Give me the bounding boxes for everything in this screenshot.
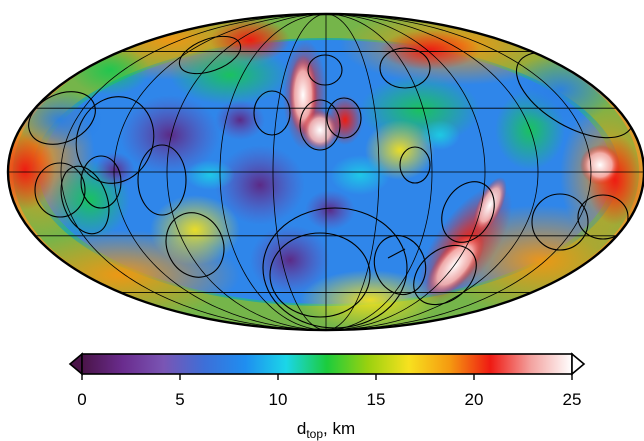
basin-outline bbox=[60, 165, 110, 235]
basin-outline bbox=[28, 91, 96, 145]
colorbar-label-units: , km bbox=[323, 419, 355, 438]
map-outline bbox=[6, 12, 644, 332]
basin-outline bbox=[577, 194, 629, 240]
basin-outline bbox=[413, 244, 477, 306]
basin-outline bbox=[137, 144, 187, 216]
colorbar: 0 5 10 15 20 25 dtop, km bbox=[68, 352, 586, 441]
colorbar-label-subscript: top bbox=[306, 427, 323, 441]
basin-outline bbox=[262, 207, 408, 329]
colorbar-extend-high bbox=[571, 352, 586, 376]
colorbar-tick-label: 0 bbox=[77, 390, 86, 409]
colorbar-label: dtop, km bbox=[297, 419, 355, 441]
basin-outline bbox=[531, 193, 589, 251]
colorbar-extend-low bbox=[68, 352, 83, 376]
map-field bbox=[8, 14, 644, 330]
basin-rim-segment bbox=[387, 248, 406, 259]
basin-outline bbox=[441, 181, 495, 243]
basin-outline bbox=[326, 97, 362, 139]
colorbar-body bbox=[81, 353, 573, 375]
colorbar-tick-label: 20 bbox=[465, 390, 484, 409]
basin-outline bbox=[80, 155, 122, 209]
basin-outline bbox=[178, 35, 242, 75]
colorbar-ticks: 0 5 10 15 20 25 bbox=[77, 374, 581, 409]
basin-outline bbox=[373, 234, 427, 296]
basin-outline bbox=[379, 47, 431, 89]
colorbar-label-symbol: d bbox=[297, 419, 306, 438]
basin-outline bbox=[399, 146, 431, 184]
basin-outline bbox=[165, 212, 225, 278]
basin-outline bbox=[34, 162, 86, 218]
colorbar-tick-label: 5 bbox=[175, 390, 184, 409]
basin-outline bbox=[307, 54, 343, 86]
basin-outline bbox=[253, 90, 291, 136]
basin-outline bbox=[269, 232, 371, 318]
colorbar-tick-label: 10 bbox=[269, 390, 288, 409]
basin-outline bbox=[299, 99, 341, 151]
colorbar-tick-label: 15 bbox=[367, 390, 386, 409]
colorbar-tick-label: 25 bbox=[563, 390, 582, 409]
